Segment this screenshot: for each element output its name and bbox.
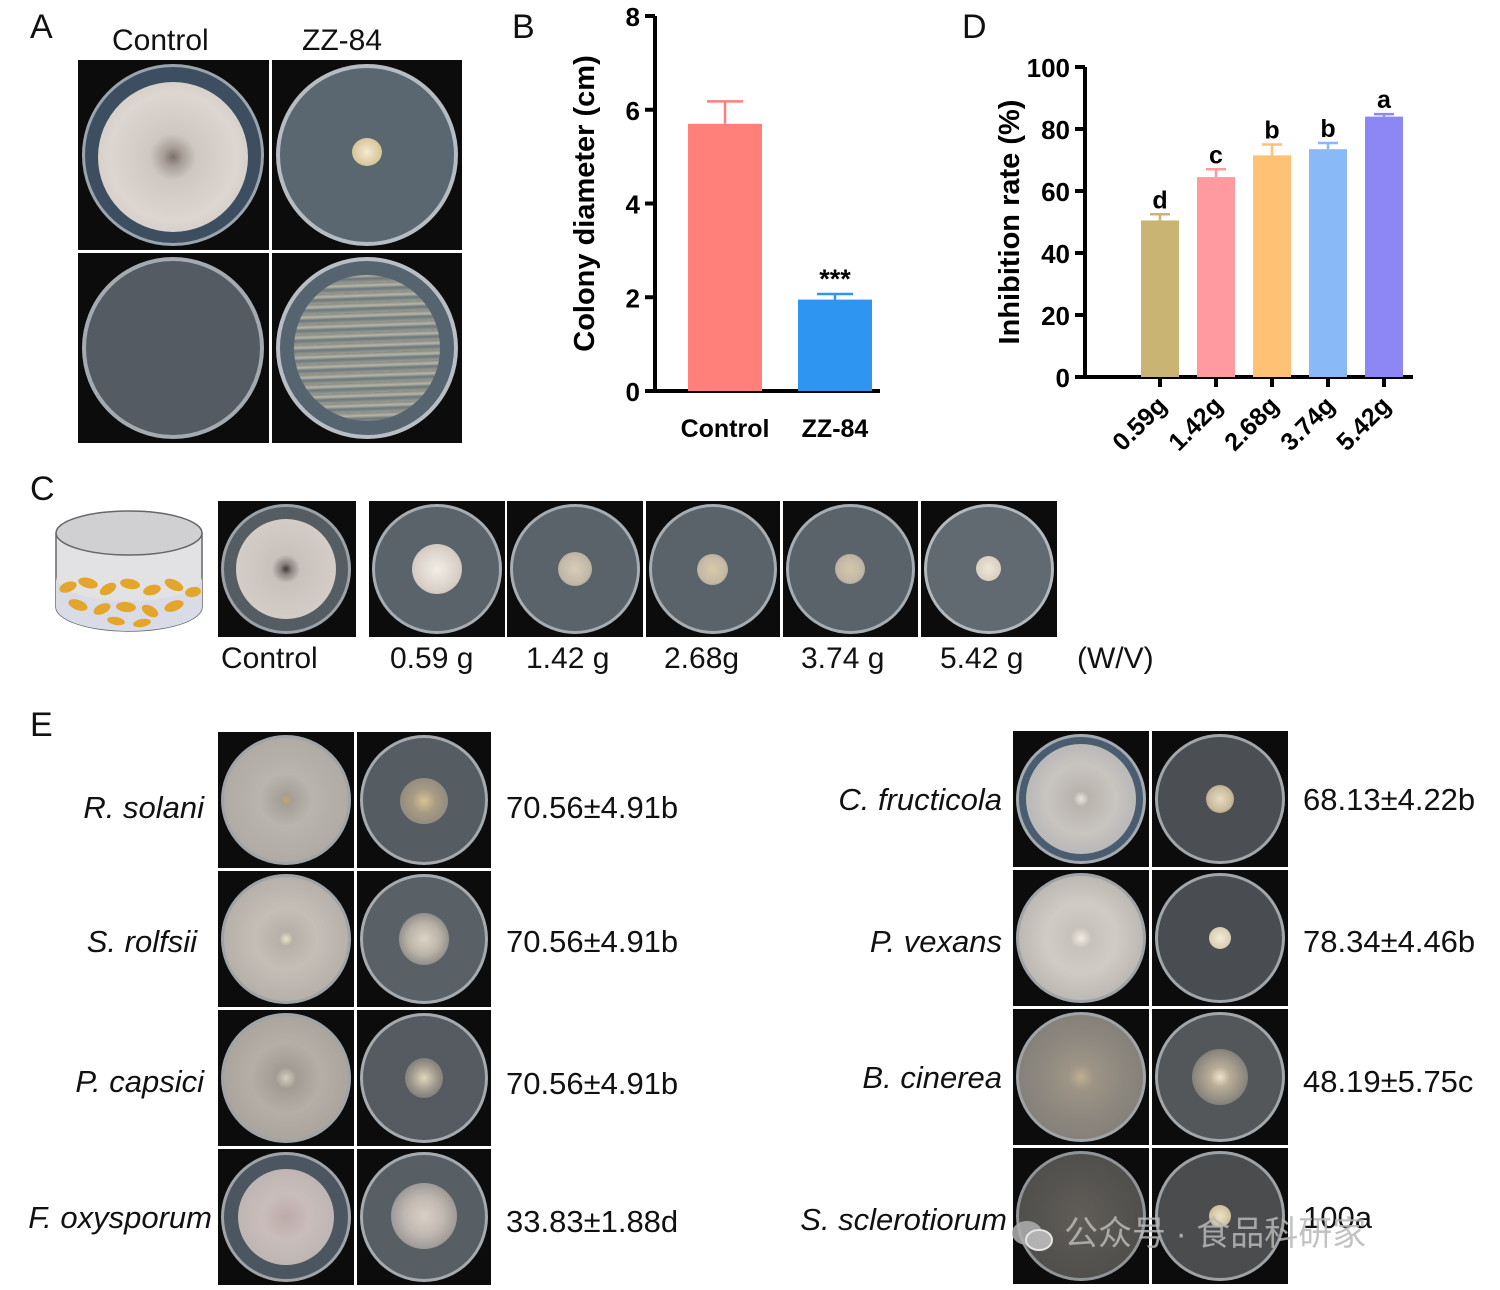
- plate-photo-e-rsolani-treated: [357, 732, 491, 868]
- panel-c-label-control: Control: [221, 642, 318, 675]
- rate-label-left-3: 70.56±4.91b: [506, 1066, 679, 1101]
- panel-c-label-542: 5.42 g: [940, 642, 1024, 675]
- panel-c-label-142: 1.42 g: [526, 642, 610, 675]
- significance-label: d: [1152, 186, 1167, 214]
- y-tick-label: 100: [1027, 53, 1070, 83]
- plate-photo-e-pcapsici-treated: [357, 1010, 491, 1146]
- panel-label-a: A: [30, 8, 53, 46]
- plate-photo-e-foxysporum-control: [218, 1149, 354, 1285]
- plate-photo-e-foxysporum-treated: [357, 1149, 491, 1285]
- y-tick-label: 8: [626, 2, 640, 32]
- watermark-text: 公众号 · 食品科研家: [1010, 1206, 1366, 1255]
- y-tick-label: 20: [1041, 301, 1070, 331]
- plate-photo-e-ssclerotiorum-control: [1013, 1148, 1149, 1284]
- x-tick-label: ZZ-84: [802, 415, 869, 443]
- x-tick-label: Control: [681, 415, 770, 443]
- plate-photo-e-cfructicola-control: [1013, 731, 1149, 867]
- panel-c-unit: (W/V): [1077, 642, 1154, 675]
- panel-label-d: D: [962, 8, 987, 46]
- rate-label-right-1: 68.13±4.22b: [1303, 782, 1476, 817]
- plate-photo-e-cfructicola-treated: [1152, 731, 1288, 867]
- panel-c-label-374: 3.74 g: [801, 642, 885, 675]
- species-label-right-4: S. sclerotiorum: [800, 1202, 1007, 1237]
- plate-photo-a-zz84-fungus: [272, 60, 462, 250]
- plate-photo-c-542: [921, 501, 1057, 637]
- y-tick-label: 4: [626, 190, 641, 220]
- panel-label-e: E: [30, 706, 53, 744]
- bar: [1253, 155, 1291, 377]
- x-tick-label: 2.68g: [1219, 391, 1284, 456]
- panel-label-c: C: [30, 470, 55, 508]
- significance-label: a: [1377, 86, 1392, 114]
- panel-label-b: B: [512, 8, 535, 46]
- rate-label-right-3: 48.19±5.75c: [1303, 1064, 1474, 1099]
- plate-photo-a-control-blank: [78, 253, 269, 443]
- y-tick-label: 0: [1056, 363, 1070, 393]
- plate-photo-c-268: [646, 501, 780, 637]
- y-tick-label: 6: [626, 96, 640, 126]
- x-tick-label: 3.74g: [1275, 391, 1340, 456]
- bar: [1141, 220, 1179, 377]
- y-tick-label: 0: [626, 377, 640, 407]
- plate-photo-c-control: [218, 501, 356, 637]
- x-tick-label: 0.59g: [1107, 391, 1172, 456]
- y-axis-label: Colony diameter (cm): [569, 55, 601, 352]
- wechat-icon: [1010, 1218, 1054, 1254]
- significance-label: ***: [819, 264, 851, 294]
- rate-label-left-2: 70.56±4.91b: [506, 924, 679, 959]
- significance-label: c: [1209, 141, 1223, 169]
- rate-label-left-1: 70.56±4.91b: [506, 790, 679, 825]
- plate-photo-e-pcapsici-control: [218, 1010, 354, 1146]
- species-label-left-4: F. oxysporum: [28, 1200, 212, 1235]
- bar: [1365, 116, 1403, 377]
- significance-label: b: [1264, 117, 1279, 145]
- species-label-right-2: P. vexans: [869, 924, 1002, 959]
- plate-photo-e-pvexans-control: [1013, 870, 1149, 1006]
- plate-photo-c-374: [783, 501, 918, 637]
- plate-photo-e-bcinerea-treated: [1152, 1009, 1288, 1145]
- chart-b-colony-diameter: 0 2 4 6 8 Colony diameter (cm) Control *** ZZ-84: [569, 2, 880, 443]
- bar: [798, 299, 872, 391]
- x-tick-label: 1.42g: [1163, 391, 1228, 456]
- plate-photo-e-rsolani-control: [218, 732, 354, 868]
- y-tick-label: 80: [1041, 115, 1070, 145]
- panel-a-control-label: Control: [112, 24, 209, 57]
- y-tick-label: 60: [1041, 177, 1070, 207]
- y-tick-label: 2: [626, 283, 640, 313]
- rate-label-right-4: 100a: [1303, 1200, 1372, 1235]
- plate-photo-a-control-fungus: [78, 60, 269, 250]
- plate-photo-c-142: [507, 501, 643, 637]
- plate-photo-e-pvexans-treated: [1152, 870, 1288, 1006]
- plate-photo-e-srolfsii-treated: [357, 871, 491, 1007]
- bar: [1197, 177, 1235, 377]
- plate-photo-e-ssclerotiorum-treated: [1152, 1148, 1288, 1284]
- species-label-left-1: R. solani: [83, 790, 204, 825]
- species-label-left-2: S. rolfsii: [86, 924, 197, 959]
- plate-photo-e-srolfsii-control: [218, 871, 354, 1007]
- panel-a-zz84-label: ZZ-84: [302, 24, 383, 57]
- rate-label-right-2: 78.34±4.46b: [1303, 924, 1476, 959]
- plate-photo-e-bcinerea-control: [1013, 1009, 1149, 1145]
- panel-c-label-268: 2.68g: [664, 642, 740, 675]
- bar: [688, 123, 762, 391]
- plate-photo-a-zz84-streak: [272, 253, 462, 443]
- plate-photo-c-059: [369, 501, 505, 637]
- species-label-right-1: C. fructicola: [838, 782, 1002, 817]
- y-tick-label: 40: [1041, 239, 1070, 269]
- bar: [1309, 149, 1347, 377]
- species-label-left-3: P. capsici: [75, 1064, 204, 1099]
- petri-dish-schematic-icon: [55, 510, 203, 632]
- rate-label-left-4: 33.83±1.88d: [506, 1204, 679, 1239]
- panel-c-label-059: 0.59 g: [390, 642, 474, 675]
- species-label-right-3: B. cinerea: [862, 1060, 1002, 1095]
- significance-label: b: [1320, 115, 1335, 143]
- x-tick-label: 5.42g: [1331, 391, 1396, 456]
- y-axis-label: Inhibition rate (%): [995, 100, 1026, 345]
